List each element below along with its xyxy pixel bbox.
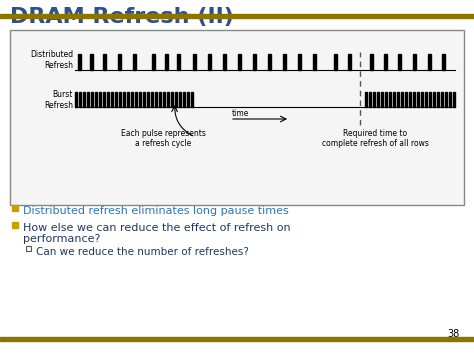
Text: DRAM Refresh (II): DRAM Refresh (II) — [10, 7, 234, 27]
Bar — [183, 92, 185, 107]
Bar — [405, 92, 407, 107]
Bar — [413, 54, 416, 70]
Bar — [90, 54, 93, 70]
Text: Burst
Refresh: Burst Refresh — [44, 90, 73, 110]
Bar — [159, 92, 161, 107]
Bar — [365, 92, 367, 107]
Bar — [118, 54, 121, 70]
Bar — [208, 54, 211, 70]
Bar — [175, 92, 177, 107]
Bar — [123, 92, 125, 107]
Bar — [445, 92, 447, 107]
Bar — [95, 92, 97, 107]
Bar — [78, 54, 81, 70]
Bar — [163, 92, 165, 107]
Text: Distributed
Refresh: Distributed Refresh — [30, 50, 73, 70]
Bar — [373, 92, 375, 107]
Bar — [449, 92, 451, 107]
Bar — [115, 92, 117, 107]
Bar — [437, 92, 439, 107]
Bar — [334, 54, 337, 70]
Text: Required time to
complete refresh of all rows: Required time to complete refresh of all… — [321, 129, 428, 148]
Text: Each pulse represents
a refresh cycle: Each pulse represents a refresh cycle — [120, 129, 205, 148]
Bar — [75, 92, 77, 107]
Bar — [401, 92, 403, 107]
Bar — [268, 54, 271, 70]
Bar — [0, 337, 474, 341]
Bar — [193, 54, 196, 70]
Bar — [433, 92, 435, 107]
Bar — [127, 92, 129, 107]
Bar — [253, 54, 256, 70]
Bar — [398, 54, 401, 70]
Bar — [413, 92, 415, 107]
FancyBboxPatch shape — [10, 30, 464, 205]
Bar — [417, 92, 419, 107]
Bar — [131, 92, 133, 107]
Bar — [313, 54, 316, 70]
Bar — [135, 92, 137, 107]
Bar — [12, 205, 18, 211]
Bar — [147, 92, 149, 107]
Text: performance?: performance? — [23, 234, 100, 244]
Bar — [133, 54, 136, 70]
Bar — [103, 54, 106, 70]
Bar — [103, 92, 105, 107]
Bar — [91, 92, 93, 107]
Bar — [179, 92, 181, 107]
Bar — [191, 92, 193, 107]
Bar — [87, 92, 89, 107]
Bar — [119, 92, 121, 107]
Bar — [177, 54, 180, 70]
Bar — [139, 92, 141, 107]
Bar — [111, 92, 113, 107]
Bar — [397, 92, 399, 107]
Text: How else we can reduce the effect of refresh on: How else we can reduce the effect of ref… — [23, 223, 291, 233]
Bar — [12, 222, 18, 228]
Bar — [298, 54, 301, 70]
Bar — [0, 14, 474, 18]
Bar — [385, 92, 387, 107]
Bar — [171, 92, 173, 107]
Bar — [152, 54, 155, 70]
Bar — [167, 92, 169, 107]
Bar — [389, 92, 391, 107]
Bar — [223, 54, 226, 70]
Bar — [370, 54, 373, 70]
Bar — [348, 54, 351, 70]
Bar — [409, 92, 411, 107]
Bar — [442, 54, 445, 70]
Bar — [151, 92, 153, 107]
Bar — [83, 92, 85, 107]
Bar — [107, 92, 109, 107]
Bar — [429, 92, 431, 107]
Bar — [453, 92, 455, 107]
Bar — [238, 54, 241, 70]
Bar — [143, 92, 145, 107]
Bar — [155, 92, 157, 107]
Bar — [99, 92, 101, 107]
Bar — [393, 92, 395, 107]
Bar — [381, 92, 383, 107]
Bar — [428, 54, 431, 70]
Bar — [384, 54, 387, 70]
Bar — [377, 92, 379, 107]
Bar — [441, 92, 443, 107]
Bar — [421, 92, 423, 107]
Bar — [369, 92, 371, 107]
Bar — [79, 92, 81, 107]
Text: time: time — [232, 109, 249, 118]
Text: Can we reduce the number of refreshes?: Can we reduce the number of refreshes? — [36, 247, 249, 257]
Bar — [283, 54, 286, 70]
Bar — [187, 92, 189, 107]
Text: 38: 38 — [448, 329, 460, 339]
Bar — [165, 54, 168, 70]
Bar — [26, 246, 31, 251]
Text: Distributed refresh eliminates long pause times: Distributed refresh eliminates long paus… — [23, 206, 289, 216]
Bar — [425, 92, 427, 107]
